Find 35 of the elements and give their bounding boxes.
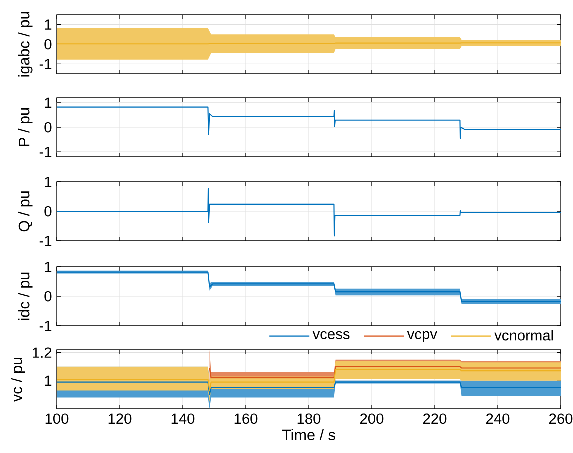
y-tick-label: -1 [40,147,52,158]
y-tick-label: -1 [40,59,52,70]
x-tick-label: 100 [46,414,69,424]
y-tick-label: 1 [45,98,52,108]
y-tick-label: -1 [40,320,52,332]
x-axis-title: Time / s [282,429,336,441]
y-tick-label: -1 [40,236,52,246]
y-tick-label: 1.2 [33,348,52,358]
line-series [57,188,562,237]
y-axis-title: Q / pu [18,192,33,232]
y-tick-label: 0 [44,39,52,50]
x-tick-label: 200 [360,414,384,424]
y-tick-label: 0 [44,206,52,217]
x-tick-label: 260 [550,414,573,424]
legend-label: vcess [312,331,350,340]
y-tick-label: 1 [45,20,52,30]
legend-label: vcnormal [494,330,554,341]
x-tick-label: 160 [234,414,258,424]
y-axis-title: idc / pu [18,272,33,320]
y-axis-title: igabc / pu [18,12,33,77]
y-tick-label: 0 [44,122,52,133]
legend-label: vcpv [407,331,438,342]
y-tick-label: 1 [45,376,52,386]
line-series [57,106,562,140]
y-axis-title: P / pu [18,108,33,146]
x-tick-label: 140 [172,414,195,424]
x-tick-label: 240 [486,414,510,424]
line-series [57,369,562,392]
y-tick-label: 0 [44,291,52,302]
x-tick-label: 180 [298,414,321,424]
y-tick-label: 1 [45,262,52,272]
y-tick-label: 1 [45,176,52,188]
x-tick-label: 120 [108,414,132,424]
x-tick-label: 220 [424,414,447,424]
y-axis-title: vc / pu [11,358,26,402]
